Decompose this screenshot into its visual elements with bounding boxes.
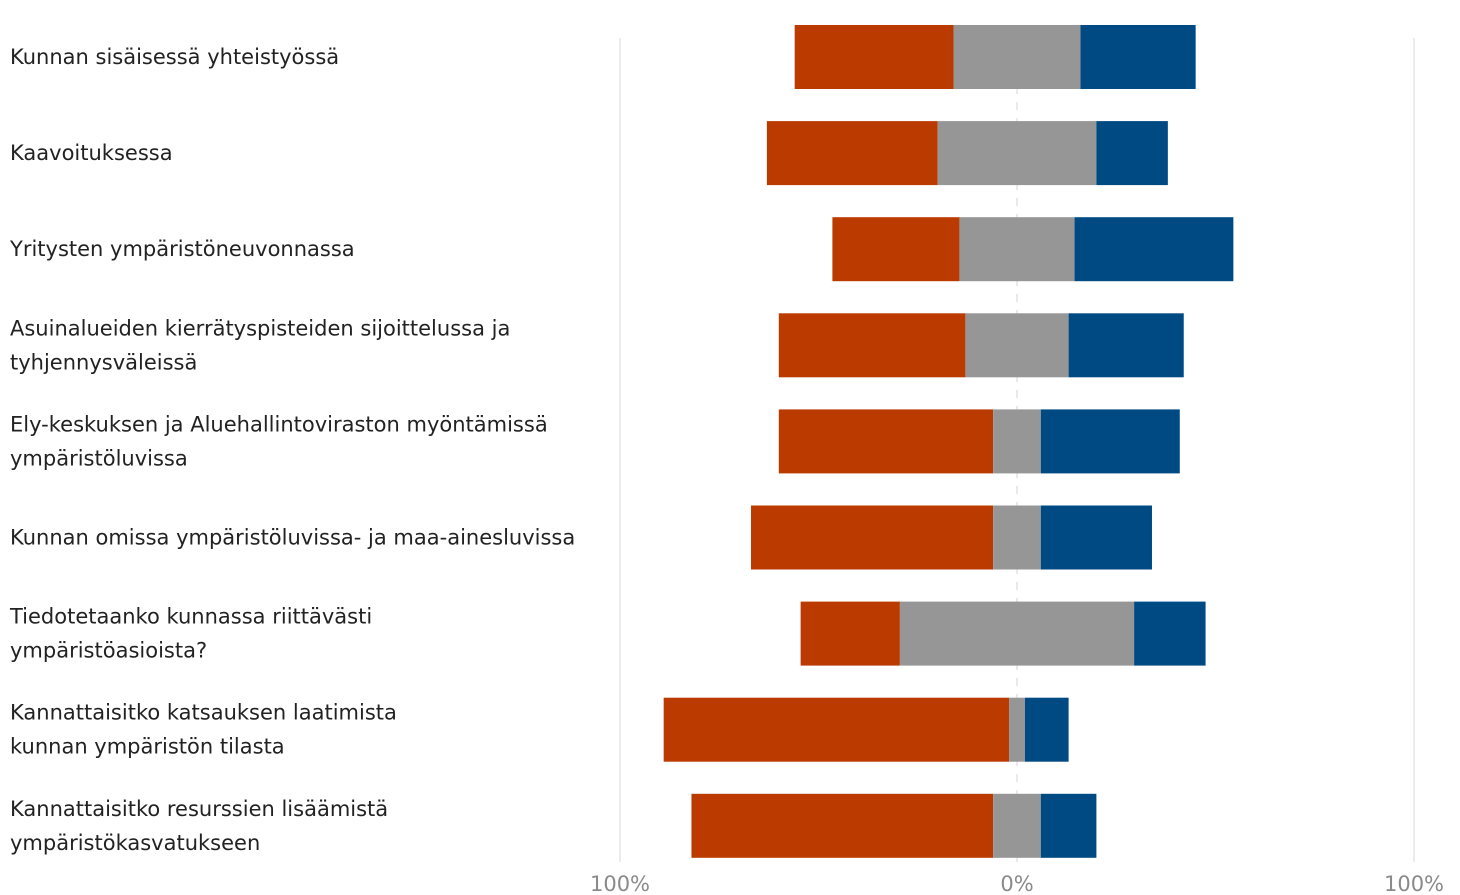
bar-row5-segment2 bbox=[1040, 505, 1152, 570]
bar-row4-segment0 bbox=[778, 409, 994, 474]
category-label-3: Asuinalueiden kierrätyspisteiden sijoitt… bbox=[10, 316, 510, 374]
bar-row8-segment0 bbox=[691, 793, 994, 858]
bar-row6-segment1 bbox=[899, 601, 1135, 666]
category-label-8-line-0: Kannattaisitko resurssien lisäämistä bbox=[10, 797, 388, 821]
category-label-1: Kaavoituksessa bbox=[10, 141, 173, 165]
category-label-6-line-0: Tiedotetaanko kunnassa riittävästi bbox=[9, 605, 372, 629]
category-label-4-line-1: ympäristöluvissa bbox=[10, 446, 188, 470]
bar-row0-segment1 bbox=[953, 25, 1081, 89]
bar-row3-segment1 bbox=[965, 313, 1069, 378]
category-label-0-line-0: Kunnan sisäisessä yhteistyössä bbox=[10, 45, 339, 69]
bar-row4-segment2 bbox=[1040, 409, 1180, 474]
category-label-4: Ely-keskuksen ja Aluehallintoviraston my… bbox=[10, 412, 548, 470]
category-label-6-line-1: ympäristöasioista? bbox=[10, 639, 207, 663]
bar-row1-segment1 bbox=[937, 121, 1097, 186]
bar-row2-segment0 bbox=[832, 217, 960, 282]
bar-row7-segment2 bbox=[1024, 697, 1069, 762]
category-label-5: Kunnan omissa ympäristöluvissa- ja maa-a… bbox=[10, 526, 575, 550]
category-label-8: Kannattaisitko resurssien lisäämistä ympä… bbox=[10, 797, 388, 855]
x-tick-labels: 100% 0% 100% bbox=[590, 872, 1444, 895]
bar-row7-segment1 bbox=[1009, 697, 1025, 762]
category-label-0: Kunnan sisäisessä yhteistyössä bbox=[10, 45, 339, 69]
category-label-5-line-0: Kunnan omissa ympäristöluvissa- ja maa-a… bbox=[10, 526, 575, 550]
bar-row1-segment0 bbox=[766, 121, 938, 186]
bar-row5-segment1 bbox=[993, 505, 1041, 570]
x-tick-label-1: 0% bbox=[1000, 872, 1033, 895]
category-label-7-line-1: kunnan ympäristön tilasta bbox=[10, 735, 285, 759]
bar-row0-segment2 bbox=[1080, 25, 1196, 89]
bar-row5-segment0 bbox=[751, 505, 994, 570]
bar-row4-segment1 bbox=[993, 409, 1041, 474]
category-label-1-line-0: Kaavoituksessa bbox=[10, 141, 173, 165]
category-label-3-line-0: Asuinalueiden kierrätyspisteiden sijoitt… bbox=[10, 316, 510, 340]
bar-row8-segment2 bbox=[1040, 793, 1097, 858]
bars bbox=[663, 25, 1234, 858]
bar-row7-segment0 bbox=[663, 697, 1010, 762]
category-label-8-line-1: ympäristökasvatukseen bbox=[10, 831, 260, 855]
bar-row1-segment2 bbox=[1096, 121, 1168, 186]
category-label-7: Kannattaisitko katsauksen laatimista kunn… bbox=[10, 701, 397, 759]
bar-row0-segment0 bbox=[794, 25, 954, 89]
x-tick-label-2: 100% bbox=[1384, 872, 1444, 895]
category-label-4-line-0: Ely-keskuksen ja Aluehallintoviraston my… bbox=[10, 412, 548, 436]
bar-row2-segment2 bbox=[1074, 217, 1234, 282]
category-labels: Kunnan sisäisessä yhteistyössä Kaavoituks… bbox=[9, 45, 575, 855]
grid-lines bbox=[619, 38, 1415, 862]
bar-row3-segment0 bbox=[778, 313, 966, 378]
bar-row8-segment1 bbox=[993, 793, 1041, 858]
category-label-6: Tiedotetaanko kunnassa riittävästi ympäri… bbox=[9, 605, 372, 663]
category-label-7-line-0: Kannattaisitko katsauksen laatimista bbox=[10, 701, 397, 725]
bar-row3-segment2 bbox=[1068, 313, 1184, 378]
bar-row2-segment1 bbox=[959, 217, 1075, 282]
bar-row6-segment2 bbox=[1134, 601, 1206, 666]
category-label-2-line-0: Yritysten ympäristöneuvonnassa bbox=[9, 237, 355, 261]
x-tick-label-0: 100% bbox=[590, 872, 650, 895]
category-label-2: Yritysten ympäristöneuvonnassa bbox=[9, 237, 355, 261]
category-label-3-line-1: tyhjennysväleissä bbox=[10, 350, 197, 374]
bar-row6-segment0 bbox=[800, 601, 900, 666]
